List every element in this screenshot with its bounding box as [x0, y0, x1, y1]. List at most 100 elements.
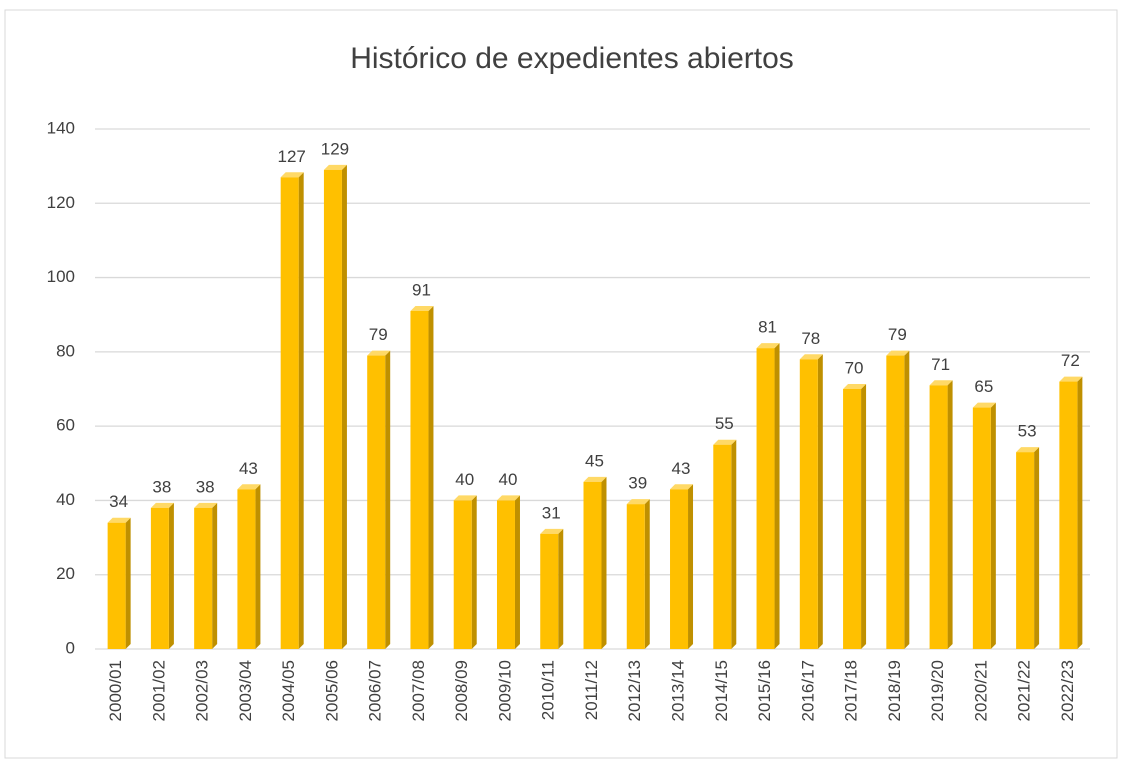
data-label: 129	[321, 139, 349, 158]
y-tick-label: 120	[47, 193, 75, 212]
bar	[323, 169, 342, 649]
bar-side	[212, 502, 218, 649]
bar	[367, 355, 386, 649]
bar	[972, 407, 991, 649]
data-label: 81	[758, 318, 777, 337]
x-tick-label: 2008/09	[452, 660, 471, 721]
data-label: 65	[974, 377, 993, 396]
bar	[237, 489, 256, 649]
bar-side	[861, 384, 867, 649]
bar	[1059, 381, 1078, 649]
bar-top	[1059, 376, 1083, 382]
bar-side	[341, 164, 347, 649]
bar-top	[843, 384, 867, 389]
bar-side	[990, 402, 996, 649]
y-tick-label: 0	[66, 638, 75, 657]
data-label: 38	[196, 477, 215, 496]
bar-top	[453, 495, 477, 501]
chart-title: Histórico de expedientes abiertos	[350, 42, 794, 75]
bar-top	[496, 495, 520, 501]
x-tick-label: 2011/12	[582, 660, 601, 720]
y-tick-label: 40	[56, 490, 75, 509]
x-tick-label: 2022/23	[1058, 660, 1077, 721]
bar-side	[601, 476, 607, 649]
bar-top	[626, 499, 650, 505]
y-tick-label: 60	[56, 416, 75, 435]
bar-side	[428, 306, 434, 649]
bar-side	[558, 528, 564, 649]
x-tick-label: 2019/20	[928, 660, 947, 721]
bar	[540, 533, 559, 649]
x-tick-label: 2010/11	[539, 660, 558, 720]
bar-top	[886, 350, 910, 356]
x-tick-label: 2021/22	[1015, 660, 1034, 721]
x-tick-label: 2003/04	[236, 660, 255, 721]
bar	[929, 385, 948, 649]
x-tick-label: 2007/08	[409, 660, 428, 721]
bar-top	[367, 350, 391, 356]
bar-side	[168, 502, 174, 649]
bar	[713, 444, 732, 649]
x-tick-label: 2009/10	[495, 660, 514, 721]
bar	[670, 489, 689, 649]
bar	[843, 389, 862, 649]
data-label: 71	[931, 355, 950, 374]
x-tick-label: 2001/02	[149, 660, 168, 721]
data-label: 78	[801, 329, 820, 348]
data-label: 39	[628, 474, 647, 493]
data-label: 55	[715, 414, 734, 433]
bar-side	[947, 380, 953, 649]
x-tick-label: 2005/06	[322, 660, 341, 721]
bar-top	[540, 528, 564, 534]
data-label: 79	[888, 325, 907, 344]
bar-top	[756, 343, 780, 349]
bar-top	[972, 402, 996, 408]
x-tick-label: 2002/03	[193, 660, 212, 721]
bar	[194, 507, 213, 649]
bar-top	[150, 502, 174, 508]
x-tick-label: 2000/01	[106, 660, 125, 721]
data-label: 45	[585, 451, 604, 470]
bar-side	[298, 172, 304, 650]
bar-side	[1034, 447, 1040, 649]
y-tick-label: 140	[47, 118, 75, 137]
bar-side	[255, 484, 261, 649]
data-label: 72	[1061, 351, 1080, 370]
bar	[496, 500, 515, 649]
data-label: 31	[542, 503, 561, 522]
bar	[107, 522, 126, 649]
bar	[410, 311, 429, 649]
bar-side	[731, 439, 737, 649]
x-tick-label: 2004/05	[279, 660, 298, 721]
data-label: 38	[152, 477, 171, 496]
bar-side	[125, 517, 131, 649]
bar-top	[1016, 447, 1040, 453]
x-tick-label: 2014/15	[712, 660, 731, 721]
x-tick-label: 2013/14	[669, 660, 688, 721]
bar-top	[323, 164, 347, 170]
x-tick-label: 2016/17	[798, 660, 817, 721]
x-tick-label: 2018/19	[885, 660, 904, 721]
bar-top	[929, 380, 953, 386]
x-tick-label: 2012/13	[625, 660, 644, 721]
bar-top	[107, 517, 131, 523]
y-tick-label: 80	[56, 341, 75, 360]
bar	[1016, 452, 1035, 649]
x-tick-label: 2017/18	[842, 660, 861, 721]
data-label: 70	[845, 358, 864, 377]
data-label: 43	[239, 459, 258, 478]
y-tick-label: 20	[56, 564, 75, 583]
bar-side	[385, 350, 391, 649]
data-label: 40	[499, 470, 518, 489]
bar	[583, 481, 602, 649]
data-label: 40	[455, 470, 474, 489]
bar-top	[410, 306, 434, 311]
bar-top	[280, 172, 304, 178]
bar	[799, 359, 818, 649]
bar-side	[688, 484, 694, 649]
bar	[886, 355, 905, 649]
bar	[150, 507, 169, 649]
bar-top	[194, 502, 218, 508]
data-label: 79	[369, 325, 388, 344]
x-tick-label: 2006/07	[366, 660, 385, 721]
